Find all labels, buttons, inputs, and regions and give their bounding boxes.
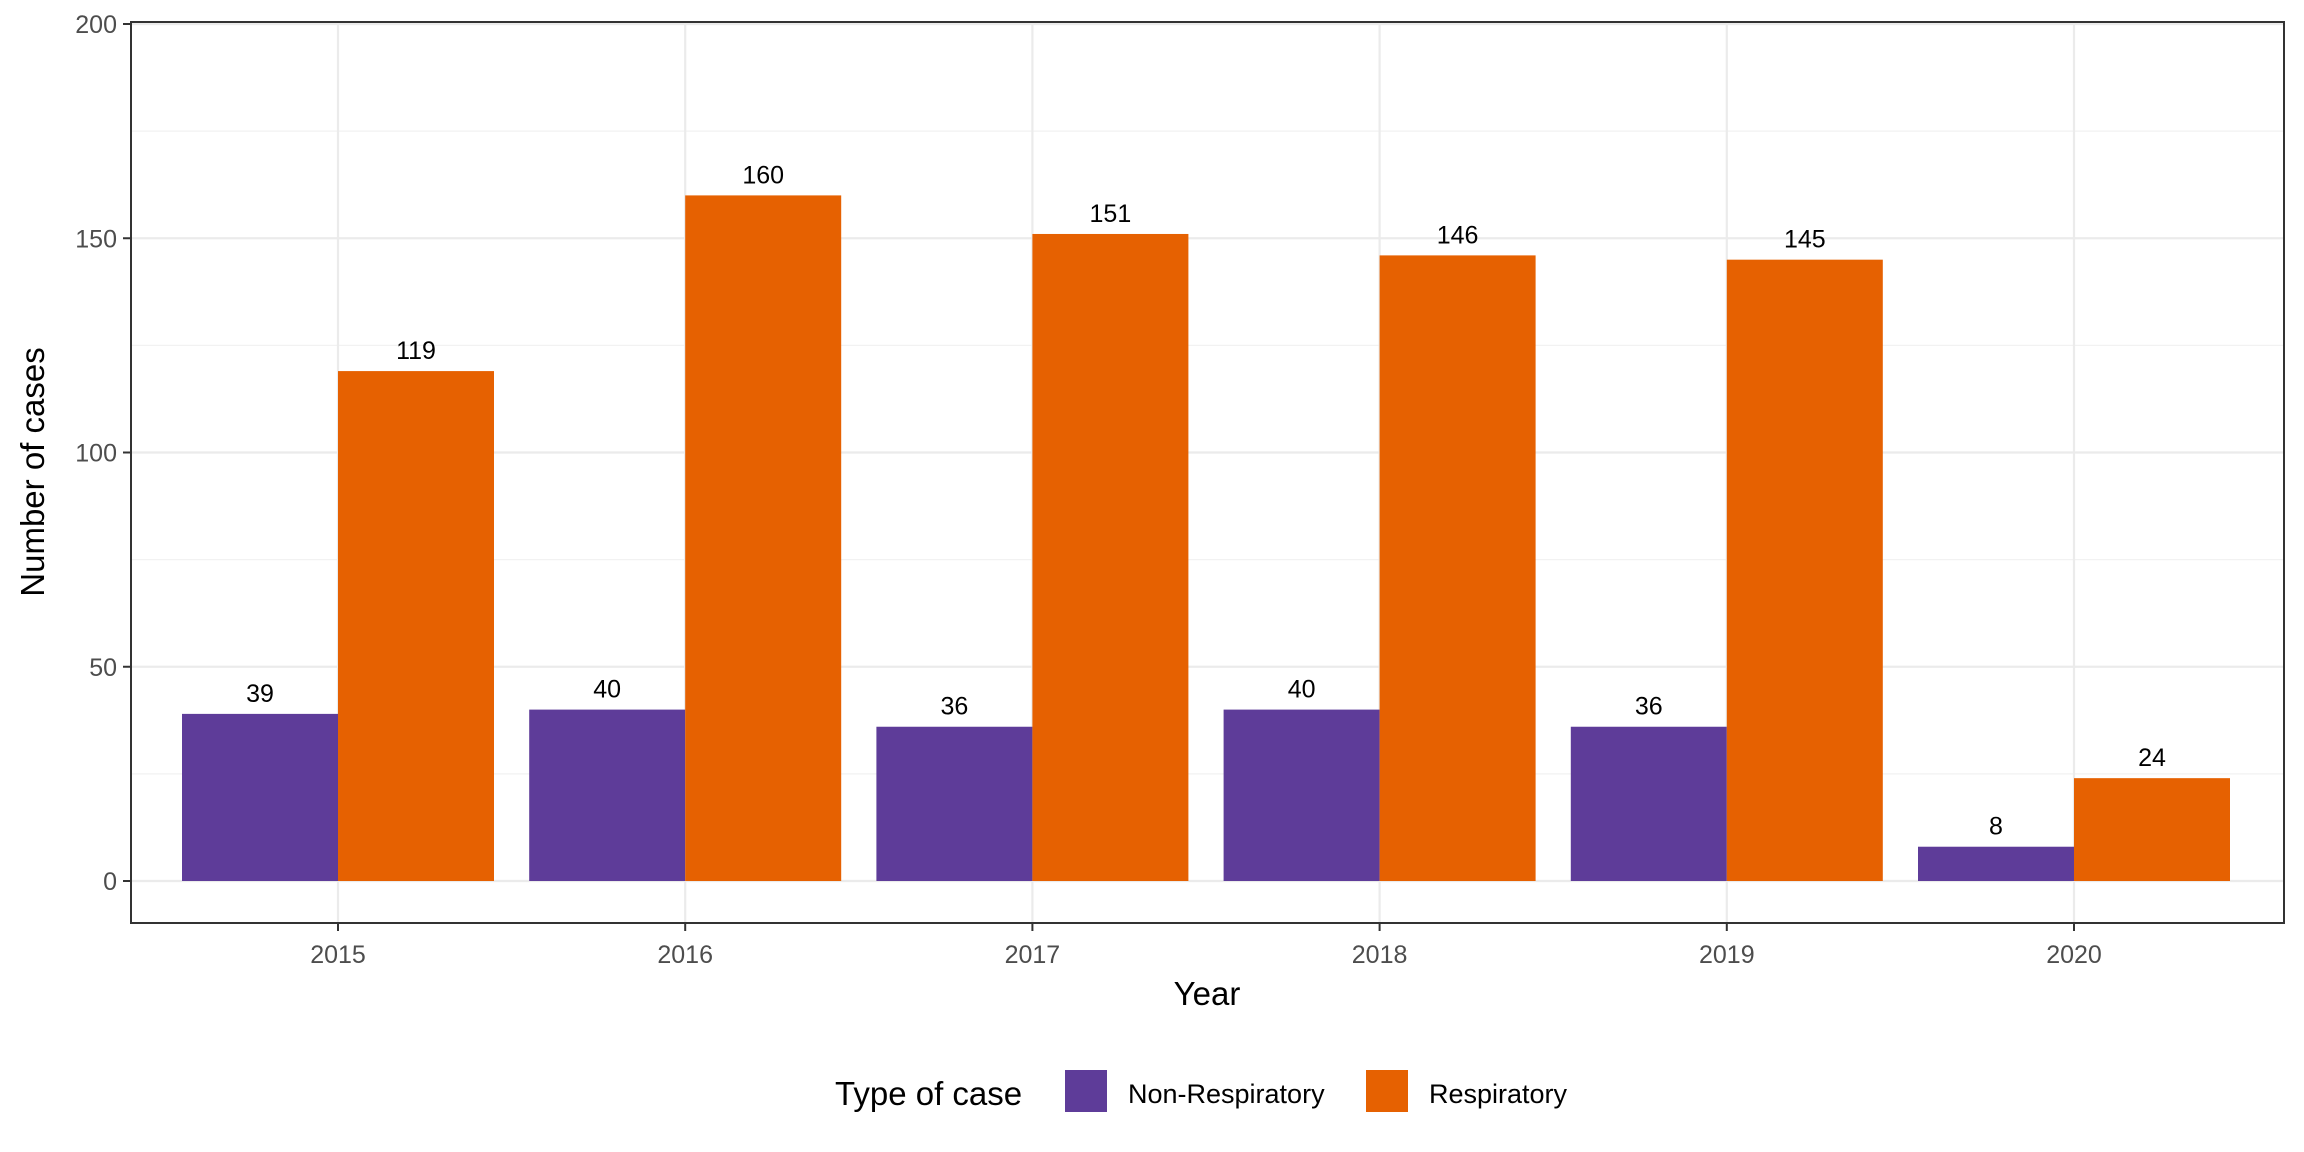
data-label-respiratory-2018: 146	[1437, 221, 1479, 249]
data-label-non-respiratory-2015: 39	[246, 680, 274, 708]
bar-respiratory-2018	[1379, 255, 1536, 881]
data-label-respiratory-2016: 160	[742, 161, 784, 189]
y-tick-label: 200	[75, 11, 117, 39]
y-tick-label: 150	[75, 225, 117, 253]
bar-non-respiratory-2018	[1223, 709, 1380, 881]
legend-label-respiratory: Respiratory	[1429, 1079, 1568, 1109]
axes: 0 50 100 150 200 2015 2016 2017 2018 2019 2020	[75, 11, 2102, 969]
bar-respiratory-2020	[2074, 778, 2230, 881]
x-tick-label: 2018	[1352, 941, 1408, 969]
x-axis-title: Year	[1174, 975, 1241, 1012]
bars	[182, 195, 2230, 882]
bar-non-respiratory-2015	[182, 713, 338, 881]
data-label-respiratory-2020: 24	[2138, 744, 2166, 772]
data-label-non-respiratory-2019: 36	[1635, 693, 1663, 721]
bar-non-respiratory-2020	[1918, 846, 2074, 881]
y-tick-label: 100	[75, 440, 117, 468]
x-tick-label: 2015	[310, 941, 366, 969]
y-axis-title: Number of cases	[14, 347, 51, 596]
x-tick-label: 2016	[657, 941, 713, 969]
x-tick-label: 2017	[1005, 941, 1061, 969]
data-labels: 39 119 40 160 36 151 40 146 36 145 8 24	[246, 161, 2166, 840]
legend-title: Type of case	[835, 1075, 1022, 1112]
data-label-non-respiratory-2020: 8	[1989, 813, 2003, 841]
bar-non-respiratory-2019	[1570, 726, 1727, 881]
x-tick-label: 2019	[1699, 941, 1755, 969]
plot-panel-border	[130, 21, 2285, 924]
bar-non-respiratory-2017	[876, 726, 1033, 881]
bar-respiratory-2016	[685, 195, 842, 881]
bar-respiratory-2015	[338, 371, 494, 881]
bar-non-respiratory-2016	[529, 709, 686, 881]
legend: Type of case Non-Respiratory Respiratory	[835, 1070, 1568, 1112]
bar-respiratory-2019	[1726, 259, 1883, 881]
data-label-non-respiratory-2016: 40	[593, 676, 621, 704]
y-tick-label: 0	[103, 868, 117, 896]
y-tick-label: 50	[89, 654, 117, 682]
x-tick-label: 2020	[2046, 941, 2102, 969]
legend-key-respiratory	[1366, 1070, 1408, 1112]
data-label-respiratory-2015: 119	[396, 337, 436, 365]
data-label-respiratory-2017: 151	[1090, 200, 1132, 228]
legend-label-non-respiratory: Non-Respiratory	[1128, 1079, 1325, 1109]
legend-key-non-respiratory	[1065, 1070, 1107, 1112]
data-label-respiratory-2019: 145	[1784, 226, 1826, 254]
data-label-non-respiratory-2017: 36	[940, 693, 968, 721]
bar-respiratory-2017	[1032, 233, 1189, 882]
data-label-non-respiratory-2018: 40	[1288, 676, 1316, 704]
